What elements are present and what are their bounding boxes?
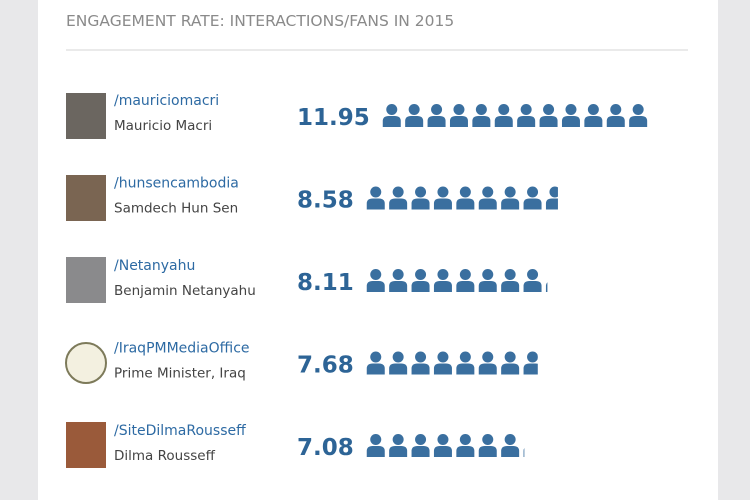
value-label: 7.68 bbox=[297, 353, 354, 379]
avatar bbox=[66, 93, 106, 139]
avatar bbox=[66, 257, 106, 303]
chart-title: ENGAGEMENT RATE: INTERACTIONS/FANS IN 20… bbox=[66, 12, 454, 30]
value-label: 8.58 bbox=[297, 188, 354, 214]
handle: /hunsencambodia bbox=[114, 176, 239, 192]
avatar bbox=[66, 175, 106, 221]
value-label: 11.95 bbox=[297, 105, 370, 131]
person-name: Mauricio Macri bbox=[114, 118, 212, 134]
handle: /SiteDilmaRousseff bbox=[114, 423, 246, 439]
card bbox=[38, 0, 718, 500]
person-name: Dilma Rousseff bbox=[114, 448, 216, 464]
handle: /IraqPMMediaOffice bbox=[114, 341, 250, 357]
value-label: 7.08 bbox=[297, 435, 354, 461]
avatar bbox=[65, 342, 107, 384]
person-name: Prime Minister, Iraq bbox=[114, 366, 246, 382]
photos bbox=[65, 93, 107, 468]
value-label: 8.11 bbox=[297, 270, 354, 296]
handle: /mauriciomacri bbox=[114, 93, 219, 109]
person-name: Samdech Hun Sen bbox=[114, 201, 238, 217]
avatar bbox=[66, 422, 106, 468]
handle: /Netanyahu bbox=[114, 258, 195, 274]
person-name: Benjamin Netanyahu bbox=[114, 283, 256, 299]
